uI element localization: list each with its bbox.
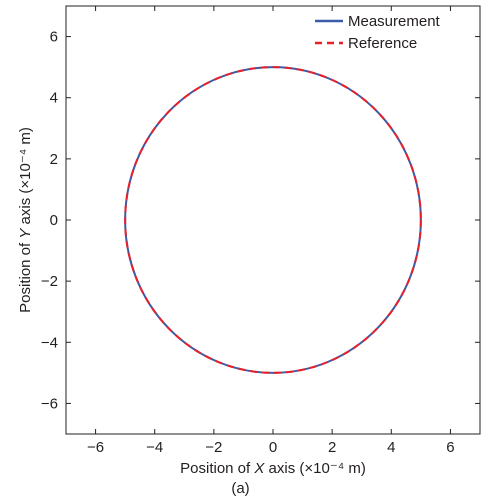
x-tick-label: −4 xyxy=(146,439,163,456)
series-reference-curve xyxy=(124,66,422,374)
x-axis-title: Position of X axis (×10⁻⁴ m) xyxy=(180,460,366,477)
plot-layer xyxy=(124,66,422,374)
legend: Measurement Reference xyxy=(315,13,441,52)
figure-caption: (a) xyxy=(231,480,250,497)
x-tick-label: 6 xyxy=(446,439,454,456)
y-tick-label: −2 xyxy=(41,273,58,290)
y-tick-label: −6 xyxy=(41,395,58,412)
y-tick-label: 4 xyxy=(50,90,58,107)
plot-frame xyxy=(65,5,481,435)
y-tick-label: 6 xyxy=(50,29,58,46)
y-axis-ticks: −6 −4 −2 0 2 4 6 xyxy=(41,29,480,412)
x-axis-ticks: −6 −4 −2 0 2 4 6 xyxy=(87,6,455,456)
x-tick-label: −2 xyxy=(205,439,222,456)
x-tick-label: 2 xyxy=(328,439,336,456)
legend-label-measurement: Measurement xyxy=(348,13,441,30)
legend-label-reference: Reference xyxy=(348,35,417,52)
x-tick-label: 4 xyxy=(387,439,395,456)
y-tick-label: 0 xyxy=(50,212,58,229)
x-tick-label: −6 xyxy=(87,439,104,456)
y-axis-title: Position of Y axis (×10⁻⁴ m) xyxy=(17,127,34,313)
y-tick-label: −4 xyxy=(41,334,58,351)
x-tick-label: 0 xyxy=(269,439,277,456)
y-tick-label: 2 xyxy=(50,151,58,168)
series-measurement-curve xyxy=(124,66,422,374)
